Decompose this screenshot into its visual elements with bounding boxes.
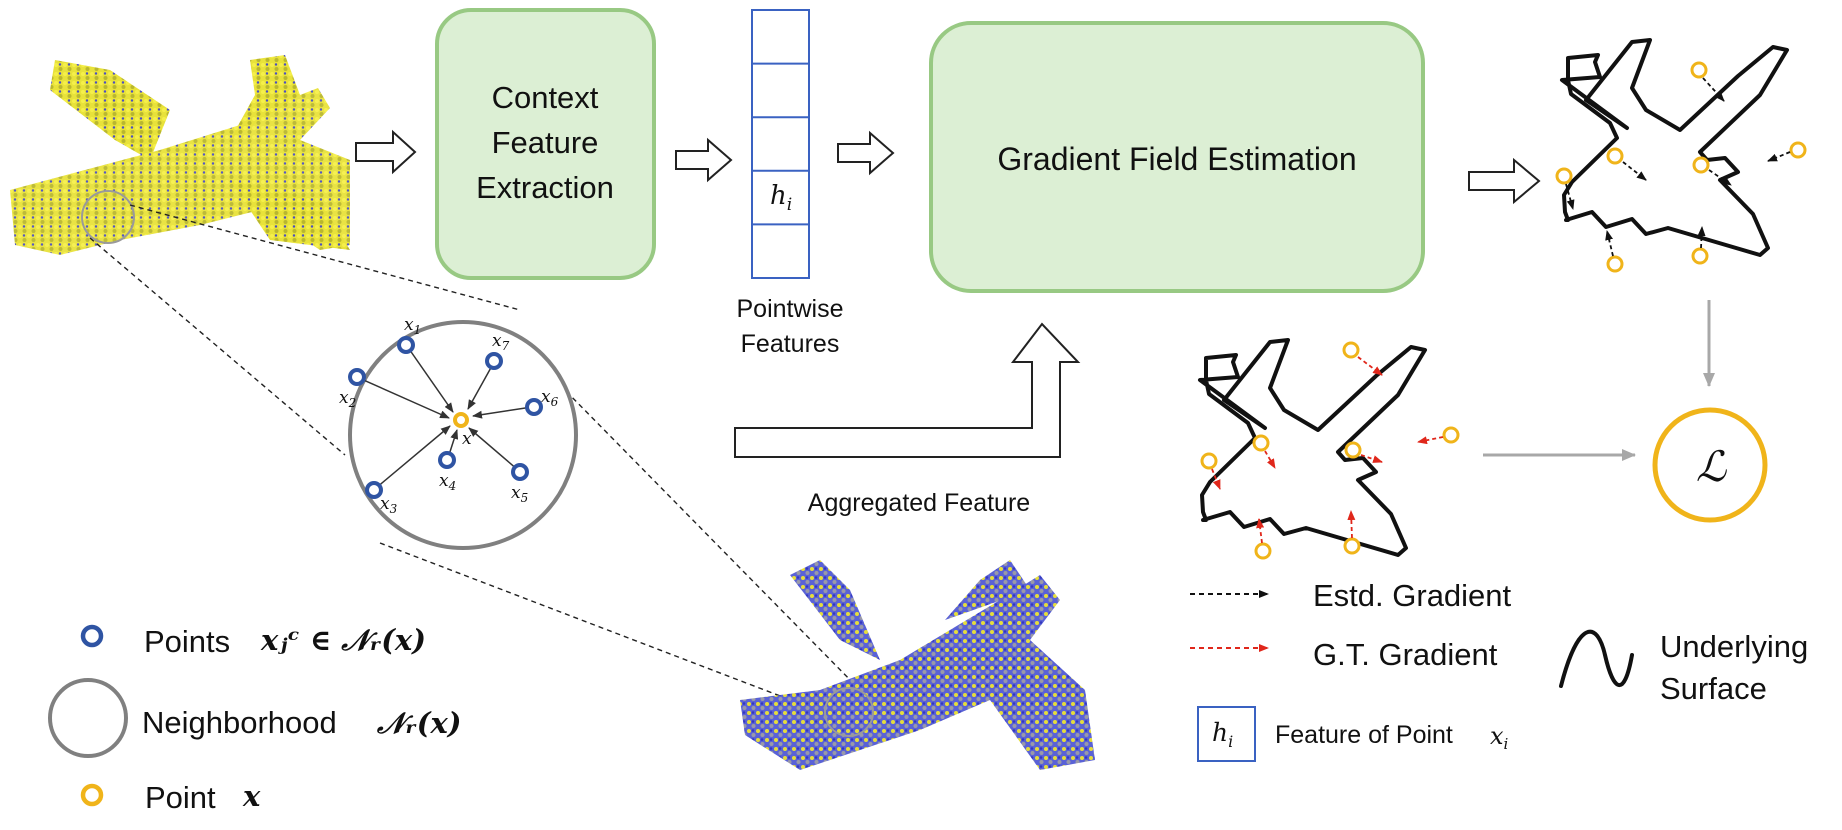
- legend-gt-label: G.T. Gradient: [1313, 637, 1498, 672]
- svg-text:x3: x3: [380, 494, 398, 516]
- hollow-arrow-2: [675, 137, 733, 183]
- label-x3-sub: 3: [390, 502, 398, 516]
- label-x5: x: [511, 483, 521, 503]
- label-x4-sub: 4: [448, 479, 457, 493]
- label-x2-sub: 2: [348, 396, 357, 410]
- legend-underlying-line1: Underlying: [1660, 629, 1808, 664]
- label-x1: x: [404, 315, 414, 335]
- context-box-line3: Extraction: [476, 170, 614, 205]
- context-box-line1: Context: [492, 80, 599, 115]
- center-point: [453, 412, 469, 428]
- airplane-outline-estd: [1555, 38, 1807, 273]
- svg-text:x2: x2: [339, 388, 356, 410]
- svg-text:hi: hi: [1212, 718, 1233, 751]
- zoom-target-circle: [824, 687, 874, 737]
- legend-point-math: x: [242, 779, 261, 813]
- label-x6: x: [541, 387, 551, 407]
- legend-left: Points xⱼᶜ ∈ 𝒩ᵣ(x) Neighborhood 𝒩ᵣ(x) Po…: [48, 623, 462, 815]
- hollow-arrow-1: [355, 129, 417, 175]
- legend-neighborhood-math: 𝒩ᵣ(x): [376, 706, 462, 740]
- neighborhood-zoom-circle: x1 x2 x3 x4 x5 x6 x7 x: [339, 315, 578, 550]
- label-x5-sub: 5: [521, 491, 529, 505]
- legend-feature-cell-sub: i: [1228, 732, 1233, 751]
- neighbor-point-5: [511, 463, 529, 481]
- aggregated-feature-label: Aggregated Feature: [808, 489, 1030, 517]
- point-cloud-airplane-bottom: [740, 560, 1095, 770]
- pointwise-caption-line1: Pointwise: [737, 295, 844, 323]
- legend-surface-wave-icon: [1559, 629, 1634, 688]
- label-x1-sub: 1: [414, 323, 422, 337]
- neighbor-point-7: [485, 352, 503, 370]
- context-feature-extraction-box: Context Feature Extraction: [435, 8, 656, 280]
- legend-point-label: Point: [145, 780, 216, 815]
- label-center-x: x: [462, 429, 472, 449]
- svg-text:x1: x1: [404, 315, 421, 337]
- svg-text:hi: hi: [770, 181, 792, 215]
- legend-points-label: Points: [144, 624, 230, 659]
- label-x6-sub: 6: [551, 395, 559, 409]
- context-box-line2: Feature: [492, 125, 599, 160]
- pointwise-feature-column: hi: [751, 9, 810, 279]
- svg-text:x5: x5: [511, 483, 528, 505]
- legend-underlying-line2: Surface: [1660, 671, 1767, 706]
- legend-feature-math-sub: i: [1504, 735, 1509, 753]
- label-x7: x: [492, 331, 502, 351]
- neighbor-point-6: [525, 398, 543, 416]
- feature-cell-h: h: [770, 181, 787, 211]
- label-x7-sub: 7: [502, 339, 510, 353]
- gradient-field-estimation-box: Gradient Field Estimation: [929, 21, 1425, 293]
- svg-text:x4: x4: [439, 471, 456, 493]
- legend-right: Estd. Gradient G.T. Gradient Underlying …: [1190, 578, 1808, 762]
- legend-feature-cell-h: h: [1212, 718, 1228, 747]
- point-cloud-airplane-top: [10, 55, 350, 255]
- label-x3: x: [380, 494, 390, 514]
- loss-circle: ℒ: [1652, 407, 1768, 523]
- neighbor-point-1: [397, 336, 415, 354]
- legend-neighborhood-label: Neighborhood: [142, 705, 337, 740]
- legend-feature-cell-icon: [1197, 706, 1256, 762]
- hollow-arrow-aggregated: [734, 322, 1081, 458]
- hollow-arrow-4: [1468, 157, 1541, 205]
- legend-estd-label: Estd. Gradient: [1313, 578, 1512, 613]
- legend-blue-point-icon: [80, 624, 104, 648]
- legend-points-math: xⱼᶜ ∈ 𝒩ᵣ(x): [260, 623, 426, 657]
- legend-yellow-point-icon: [80, 783, 104, 807]
- hollow-arrow-3: [837, 130, 895, 176]
- label-x2: x: [339, 388, 349, 408]
- zoom-source-circle: [81, 190, 135, 244]
- neighbor-point-4: [438, 451, 456, 469]
- legend-feature-label: Feature of Point: [1275, 721, 1453, 749]
- gradient-box-label: Gradient Field Estimation: [997, 141, 1356, 177]
- neighbor-point-2: [348, 368, 366, 386]
- legend-neighborhood-circle-icon: [48, 678, 128, 758]
- legend-feature-math: x: [1490, 722, 1504, 750]
- svg-text:xi: xi: [1490, 722, 1509, 753]
- pointwise-caption-line2: Features: [741, 330, 840, 358]
- svg-text:x7: x7: [492, 331, 510, 353]
- feature-cell-sub: i: [787, 195, 792, 215]
- label-x4: x: [439, 471, 449, 491]
- svg-text:x6: x6: [541, 387, 559, 409]
- neighbor-point-3: [365, 481, 383, 499]
- loss-symbol: ℒ: [1696, 442, 1727, 491]
- airplane-outline-gt: [1198, 338, 1460, 560]
